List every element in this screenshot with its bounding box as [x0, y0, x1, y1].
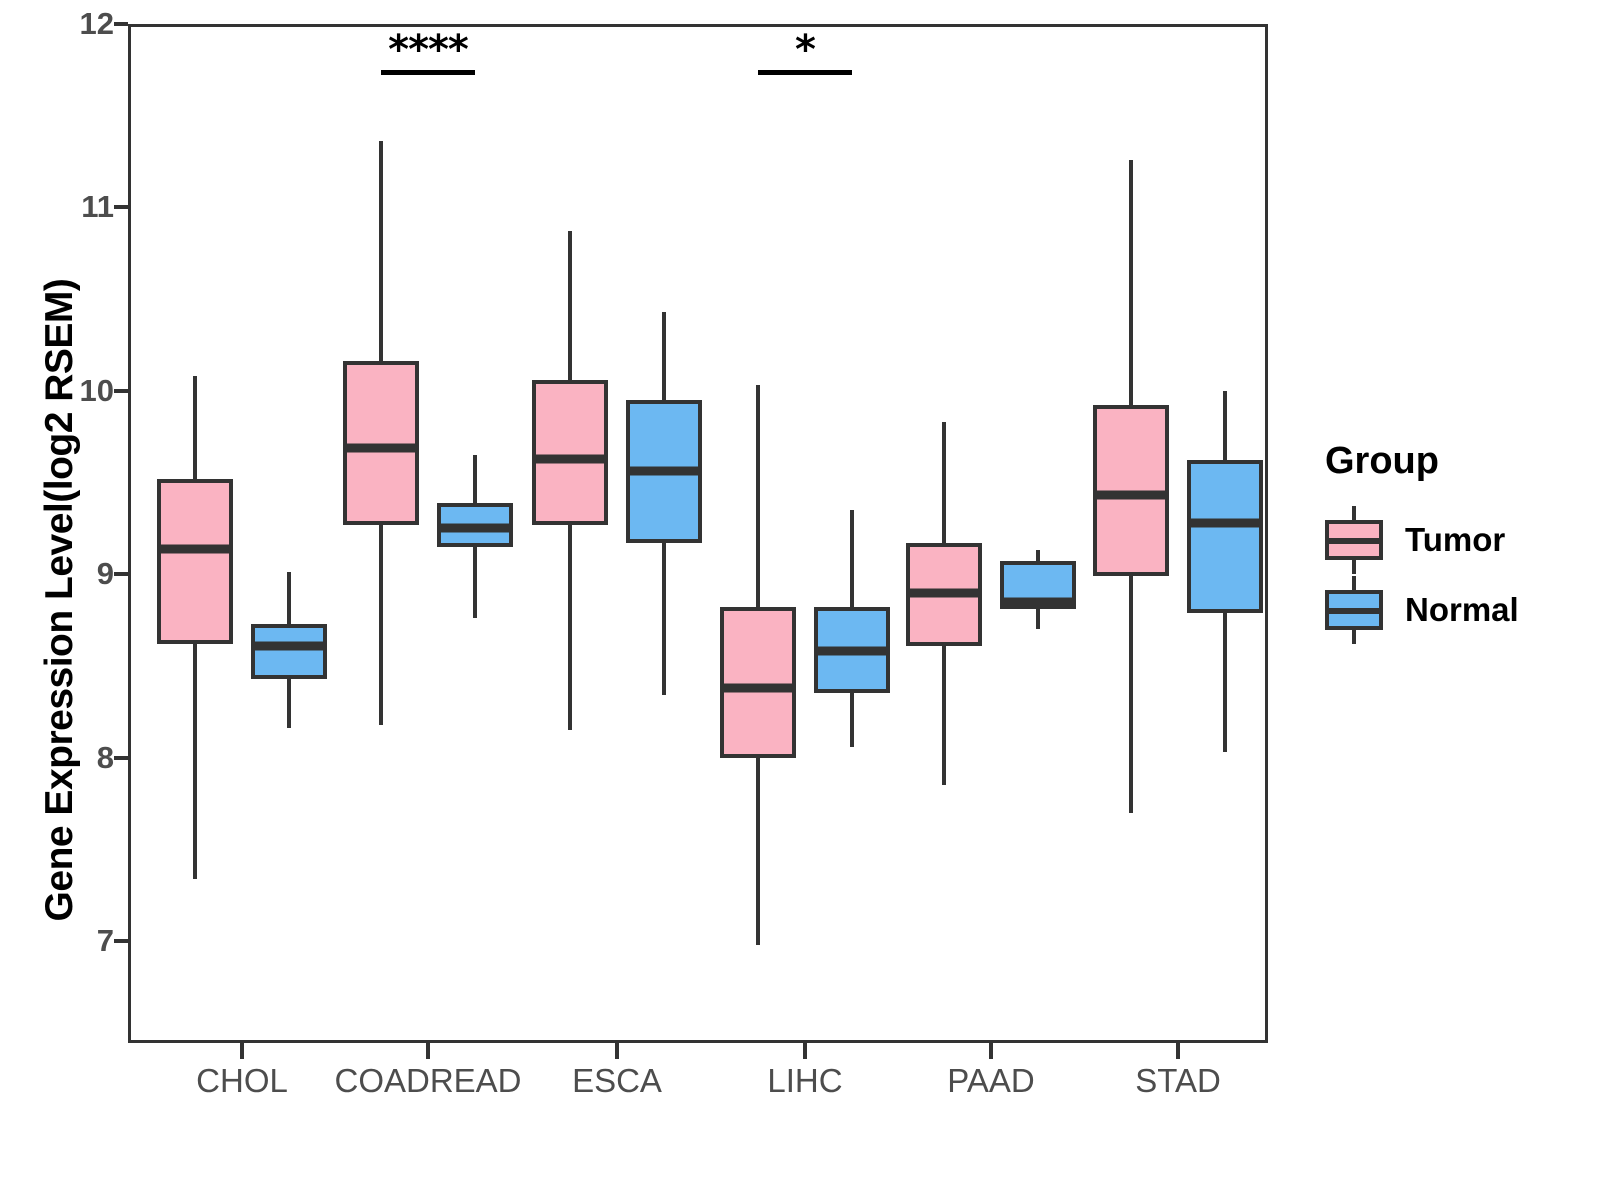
y-axis-title: Gene Expression Level(log2 RSEM) — [38, 278, 81, 922]
box-rect — [343, 361, 419, 525]
x-tick-label: CHOL — [196, 1062, 288, 1099]
y-tick-label: 11 — [81, 189, 114, 225]
median-line — [437, 523, 513, 533]
significance-stars: * — [795, 26, 816, 73]
y-tick-label: 12 — [79, 6, 114, 41]
y-tick-mark — [114, 939, 128, 943]
legend-title: Group — [1325, 440, 1439, 482]
x-tick-label: STAD — [1135, 1062, 1221, 1099]
x-tick-label: COADREAD — [334, 1062, 522, 1099]
significance-bar — [758, 69, 852, 75]
y-tick-label: 9 — [96, 556, 114, 592]
median-line — [1093, 490, 1169, 500]
y-tick-mark — [114, 388, 128, 393]
legend-item-normal[interactable]: Normal — [1325, 575, 1590, 645]
y-tick-mark — [114, 22, 128, 26]
legend-label-normal: Normal — [1405, 591, 1519, 628]
y-tick-label: 7 — [96, 923, 114, 958]
median-line — [626, 466, 702, 476]
median-line — [343, 443, 419, 453]
y-tick-mark — [114, 205, 128, 210]
median-line — [251, 641, 327, 651]
y-tick-mark — [114, 572, 128, 577]
legend: Group Tumor Normal — [1325, 440, 1590, 645]
median-line — [814, 646, 890, 656]
median-line — [1000, 597, 1076, 607]
legend-label-tumor: Tumor — [1405, 521, 1506, 558]
x-tick-mark — [803, 1043, 807, 1059]
median-line — [532, 454, 608, 464]
y-tick-mark — [114, 755, 128, 760]
x-tick-mark — [1176, 1043, 1180, 1059]
box-rect — [251, 623, 327, 679]
box-rect — [532, 379, 608, 525]
median-line — [720, 683, 796, 693]
median-line — [906, 588, 982, 598]
legend-key-tumor — [1325, 506, 1383, 574]
median-line — [1187, 518, 1263, 528]
y-tick-label: 10 — [79, 372, 114, 408]
box-rect — [1093, 405, 1169, 577]
x-tick-mark — [615, 1043, 619, 1059]
x-tick-label: PAAD — [947, 1062, 1035, 1099]
box-rect — [1187, 460, 1263, 613]
significance-stars: **** — [388, 26, 469, 73]
legend-key-normal — [1325, 576, 1383, 644]
boxplot-layer — [128, 24, 1268, 1043]
x-tick-mark — [426, 1043, 430, 1059]
x-tick-mark — [989, 1043, 993, 1059]
x-tick-label: ESCA — [572, 1062, 662, 1099]
significance-bar — [381, 69, 475, 75]
box-rect — [720, 607, 796, 758]
median-line — [157, 544, 233, 554]
box-rect — [157, 478, 233, 644]
x-tick-label: LIHC — [767, 1062, 843, 1099]
legend-item-tumor[interactable]: Tumor — [1325, 505, 1590, 575]
x-tick-mark — [240, 1043, 244, 1059]
y-tick-label: 8 — [96, 739, 114, 775]
